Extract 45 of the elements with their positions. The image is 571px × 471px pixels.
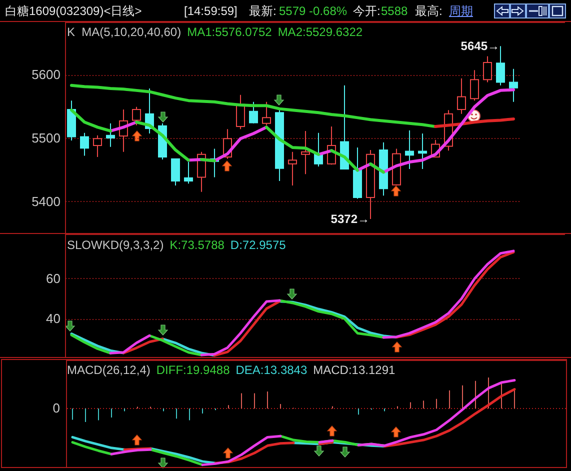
candlestick xyxy=(509,68,518,102)
candlestick xyxy=(483,56,492,83)
text: 最新: xyxy=(249,4,276,18)
chart-title: MACD(26,12,4) xyxy=(67,363,150,377)
candlestick xyxy=(301,130,310,175)
candlestick xyxy=(457,78,466,114)
ref-line-label: 0 xyxy=(52,400,60,416)
text: DIFF:19.9488 xyxy=(156,363,230,377)
candlestick xyxy=(184,162,193,184)
annotation: 5645→ xyxy=(460,39,500,54)
line-series xyxy=(70,84,437,128)
annotation: D:72.9575 xyxy=(230,238,286,252)
candlestick xyxy=(470,70,479,102)
text: MACD:13.1291 xyxy=(313,363,396,377)
candlestick xyxy=(106,122,115,148)
candlestick xyxy=(418,133,427,170)
annotation: K:73.5788 xyxy=(170,238,224,252)
chart-subtitle: K MA(5,10,20,40,60) xyxy=(67,25,182,39)
y-tick-label: 60 xyxy=(46,270,60,286)
y-tick-label: 5600 xyxy=(32,67,60,82)
annotation: 5372→ xyxy=(330,212,370,226)
candlestick xyxy=(249,101,258,124)
candlestick xyxy=(80,132,89,156)
annotation: MA1:5576.0752 xyxy=(187,25,272,39)
candlestick xyxy=(496,46,505,86)
text: DEA:13.3843 xyxy=(236,363,308,377)
chart-title: 白糖1609(032309)<日线> xyxy=(5,4,142,18)
text: [14:59:59] xyxy=(184,4,238,18)
candlestick xyxy=(288,151,297,186)
text: 最高: xyxy=(415,4,442,18)
text: 5588 xyxy=(381,4,408,18)
candlestick xyxy=(132,106,141,126)
candlestick xyxy=(262,101,271,126)
candlestick xyxy=(93,134,102,158)
y-tick-label: 40 xyxy=(46,311,60,326)
y-tick-label: 5400 xyxy=(32,194,60,209)
text: 周期 xyxy=(449,4,473,18)
candlestick xyxy=(171,158,180,186)
annotation: MA2:5529.6322 xyxy=(278,25,363,39)
chart-title: SLOWKD(9,3,3,2) xyxy=(67,238,164,252)
y-tick-label: 5500 xyxy=(32,130,60,146)
candlestick xyxy=(405,130,414,170)
candlestick xyxy=(314,132,323,167)
text: 今开: xyxy=(353,4,380,18)
text: 5579 -0.68% xyxy=(279,4,348,18)
